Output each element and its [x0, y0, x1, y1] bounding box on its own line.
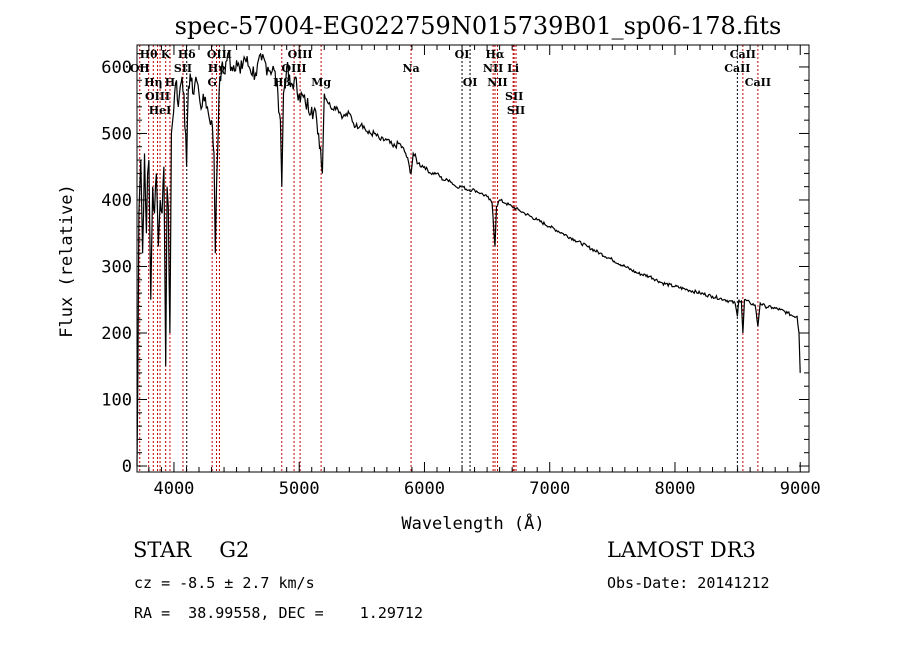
x-axis-label: Wavelength (Å): [401, 512, 544, 534]
line-label: OII: [130, 62, 150, 75]
line-label: Hβ: [273, 76, 291, 89]
x-tick-label: 9000: [780, 479, 821, 499]
coordinates-text: RA = 38.99558, DEC = 1.29712: [134, 604, 423, 622]
line-label: K: [161, 48, 171, 61]
spectral-line-labels: OIIHθHηOIIIHeIKHSIIHδGHγOIIIHβOIIIOIIIMg…: [130, 48, 771, 117]
survey-name: LAMOST DR3: [607, 538, 756, 562]
line-label: NII: [483, 62, 503, 75]
line-label: Na: [402, 62, 419, 75]
x-tick-label: 5000: [279, 479, 320, 499]
line-label: H: [165, 76, 175, 89]
line-label: Hδ: [178, 48, 196, 61]
line-label: G: [207, 76, 216, 89]
line-label: OI: [455, 48, 470, 61]
x-tick-label: 7000: [529, 479, 570, 499]
line-label: CaII: [724, 62, 750, 75]
line-label: CaII: [745, 76, 771, 89]
object-class: STAR: [133, 538, 192, 562]
y-tick-label: 200: [101, 324, 132, 344]
y-tick-label: 100: [101, 391, 132, 411]
line-label: SII: [507, 104, 525, 117]
object-subclass: G2: [219, 538, 250, 562]
line-label: OIII: [207, 48, 232, 61]
y-tick-label: 500: [101, 124, 132, 144]
spectrum-series-line: [136, 50, 801, 467]
line-label: OI: [463, 76, 478, 89]
x-tick-label: 4000: [153, 479, 194, 499]
y-tick-label: 300: [101, 257, 132, 277]
line-label: Li: [507, 62, 519, 75]
line-label: SII: [174, 62, 192, 75]
obs-date-text: Obs-Date: 20141212: [607, 574, 770, 592]
line-label: Hγ: [208, 62, 226, 75]
spectral-line-markers: [139, 45, 759, 472]
plot-frame: [136, 44, 810, 473]
redshift-text: cz = -8.5 ± 2.7 km/s: [134, 574, 315, 592]
x-tick-label: 8000: [654, 479, 695, 499]
y-tick-label: 0: [122, 457, 132, 477]
y-axis-label: Flux (relative): [57, 184, 77, 338]
line-label: Hθ: [140, 48, 158, 61]
line-label: SII: [505, 90, 523, 103]
line-label: HeI: [149, 104, 172, 117]
line-label: Hα: [486, 48, 505, 61]
axis-ticks: 4000 5000 6000 7000 8000 9000 0 100 200 300 400 500…: [101, 45, 821, 499]
y-tick-label: 600: [101, 58, 132, 78]
chart-title: spec-57004-EG022759N015739B01_sp06-178.f…: [175, 12, 782, 40]
object-type: STAR G2: [133, 538, 249, 562]
line-label: Hη: [144, 76, 162, 89]
line-label: NII: [487, 76, 507, 89]
line-label: Mg: [311, 76, 331, 89]
line-label: CaII: [730, 48, 756, 61]
line-label: OIII: [145, 90, 170, 103]
y-tick-label: 400: [101, 191, 132, 211]
line-label: OIII: [282, 62, 307, 75]
x-tick-label: 6000: [404, 479, 445, 499]
line-label: OIII: [288, 48, 313, 61]
